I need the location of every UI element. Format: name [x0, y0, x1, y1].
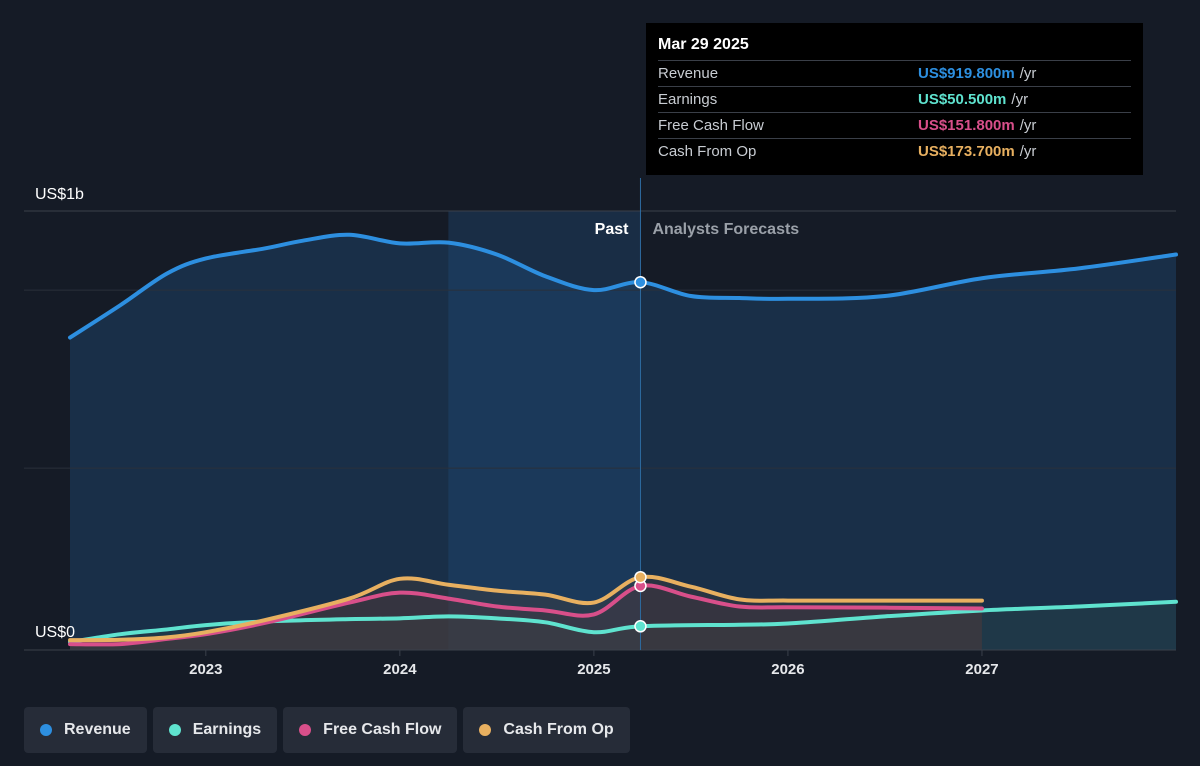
free-cash-flow-area	[70, 585, 982, 650]
tooltip-label: Free Cash Flow	[658, 117, 764, 134]
forecast-label: Analysts Forecasts	[652, 221, 799, 238]
tooltip-unit: /yr	[1019, 143, 1037, 160]
x-tick-label: 2027	[965, 661, 998, 678]
y-axis-label-zero: US$0	[35, 624, 75, 641]
tooltip-value: US$50.500m	[918, 91, 1007, 108]
chart-canvas: 2023 2024 2025 2026 2027 US$1b US$0 Past Ana…	[24, 178, 1178, 678]
past-label: Past	[595, 221, 629, 238]
cash-from-op-line	[68, 574, 984, 643]
x-tick-label: 2023	[189, 661, 222, 678]
tooltip-row-earnings: Earnings US$50.500m /yr	[658, 86, 1131, 112]
tooltip-value: US$151.800m	[918, 117, 1015, 134]
revenue-area	[70, 234, 1176, 650]
legend-label: Free Cash Flow	[323, 721, 442, 738]
legend-label: Earnings	[192, 721, 262, 738]
y-axis-label-top: US$1b	[35, 186, 84, 203]
legend-label: Cash From Op	[503, 721, 614, 738]
legend-item-free-cash-flow[interactable]: Free Cash Flow	[283, 707, 458, 753]
tooltip: Mar 29 2025 Revenue US$919.800m /yr Earn…	[646, 23, 1143, 175]
series-markers	[634, 275, 647, 633]
legend-label: Revenue	[64, 721, 131, 738]
tooltip-label: Cash From Op	[658, 143, 757, 160]
legend: Revenue Earnings Free Cash Flow Cash Fro…	[24, 707, 636, 753]
highlight-band	[448, 211, 641, 650]
cash-from-op-marker	[634, 570, 647, 584]
earnings-area	[70, 601, 1176, 650]
tooltip-label: Revenue	[658, 65, 719, 82]
revenue-line	[68, 232, 1178, 340]
tooltip-row-free-cash-flow: Free Cash Flow US$151.800m /yr	[658, 112, 1131, 138]
tooltip-unit: /yr	[1019, 65, 1037, 82]
revenue-marker	[634, 275, 647, 289]
legend-dot-icon	[40, 724, 52, 736]
x-tick-label: 2024	[383, 661, 417, 678]
legend-item-earnings[interactable]: Earnings	[152, 707, 278, 753]
cash-from-op-area	[70, 576, 982, 650]
tooltip-value: US$173.700m	[918, 143, 1015, 160]
tooltip-unit: /yr	[1011, 91, 1029, 108]
earnings-marker	[634, 620, 647, 633]
legend-dot-icon	[168, 724, 181, 736]
x-tick-label: 2025	[577, 661, 610, 678]
tooltip-value: US$919.800m	[918, 65, 1015, 82]
x-axis-ticks: 2023 2024 2025 2026 2027	[189, 650, 999, 678]
earnings-line	[68, 599, 1178, 645]
tooltip-row-revenue: Revenue US$919.800m /yr	[658, 60, 1131, 86]
tooltip-label: Earnings	[658, 91, 718, 108]
legend-dot-icon	[479, 724, 492, 736]
legend-item-cash-from-op[interactable]: Cash From Op	[463, 707, 630, 753]
legend-item-revenue[interactable]: Revenue	[24, 707, 147, 753]
series-areas	[70, 234, 1176, 650]
x-tick-label: 2026	[771, 661, 804, 678]
tooltip-row-cash-from-op: Cash From Op US$173.700m /yr	[658, 138, 1131, 164]
series-lines	[68, 232, 1178, 647]
tooltip-date: Mar 29 2025	[658, 36, 749, 53]
legend-dot-icon	[299, 724, 312, 736]
tooltip-unit: /yr	[1019, 117, 1037, 134]
